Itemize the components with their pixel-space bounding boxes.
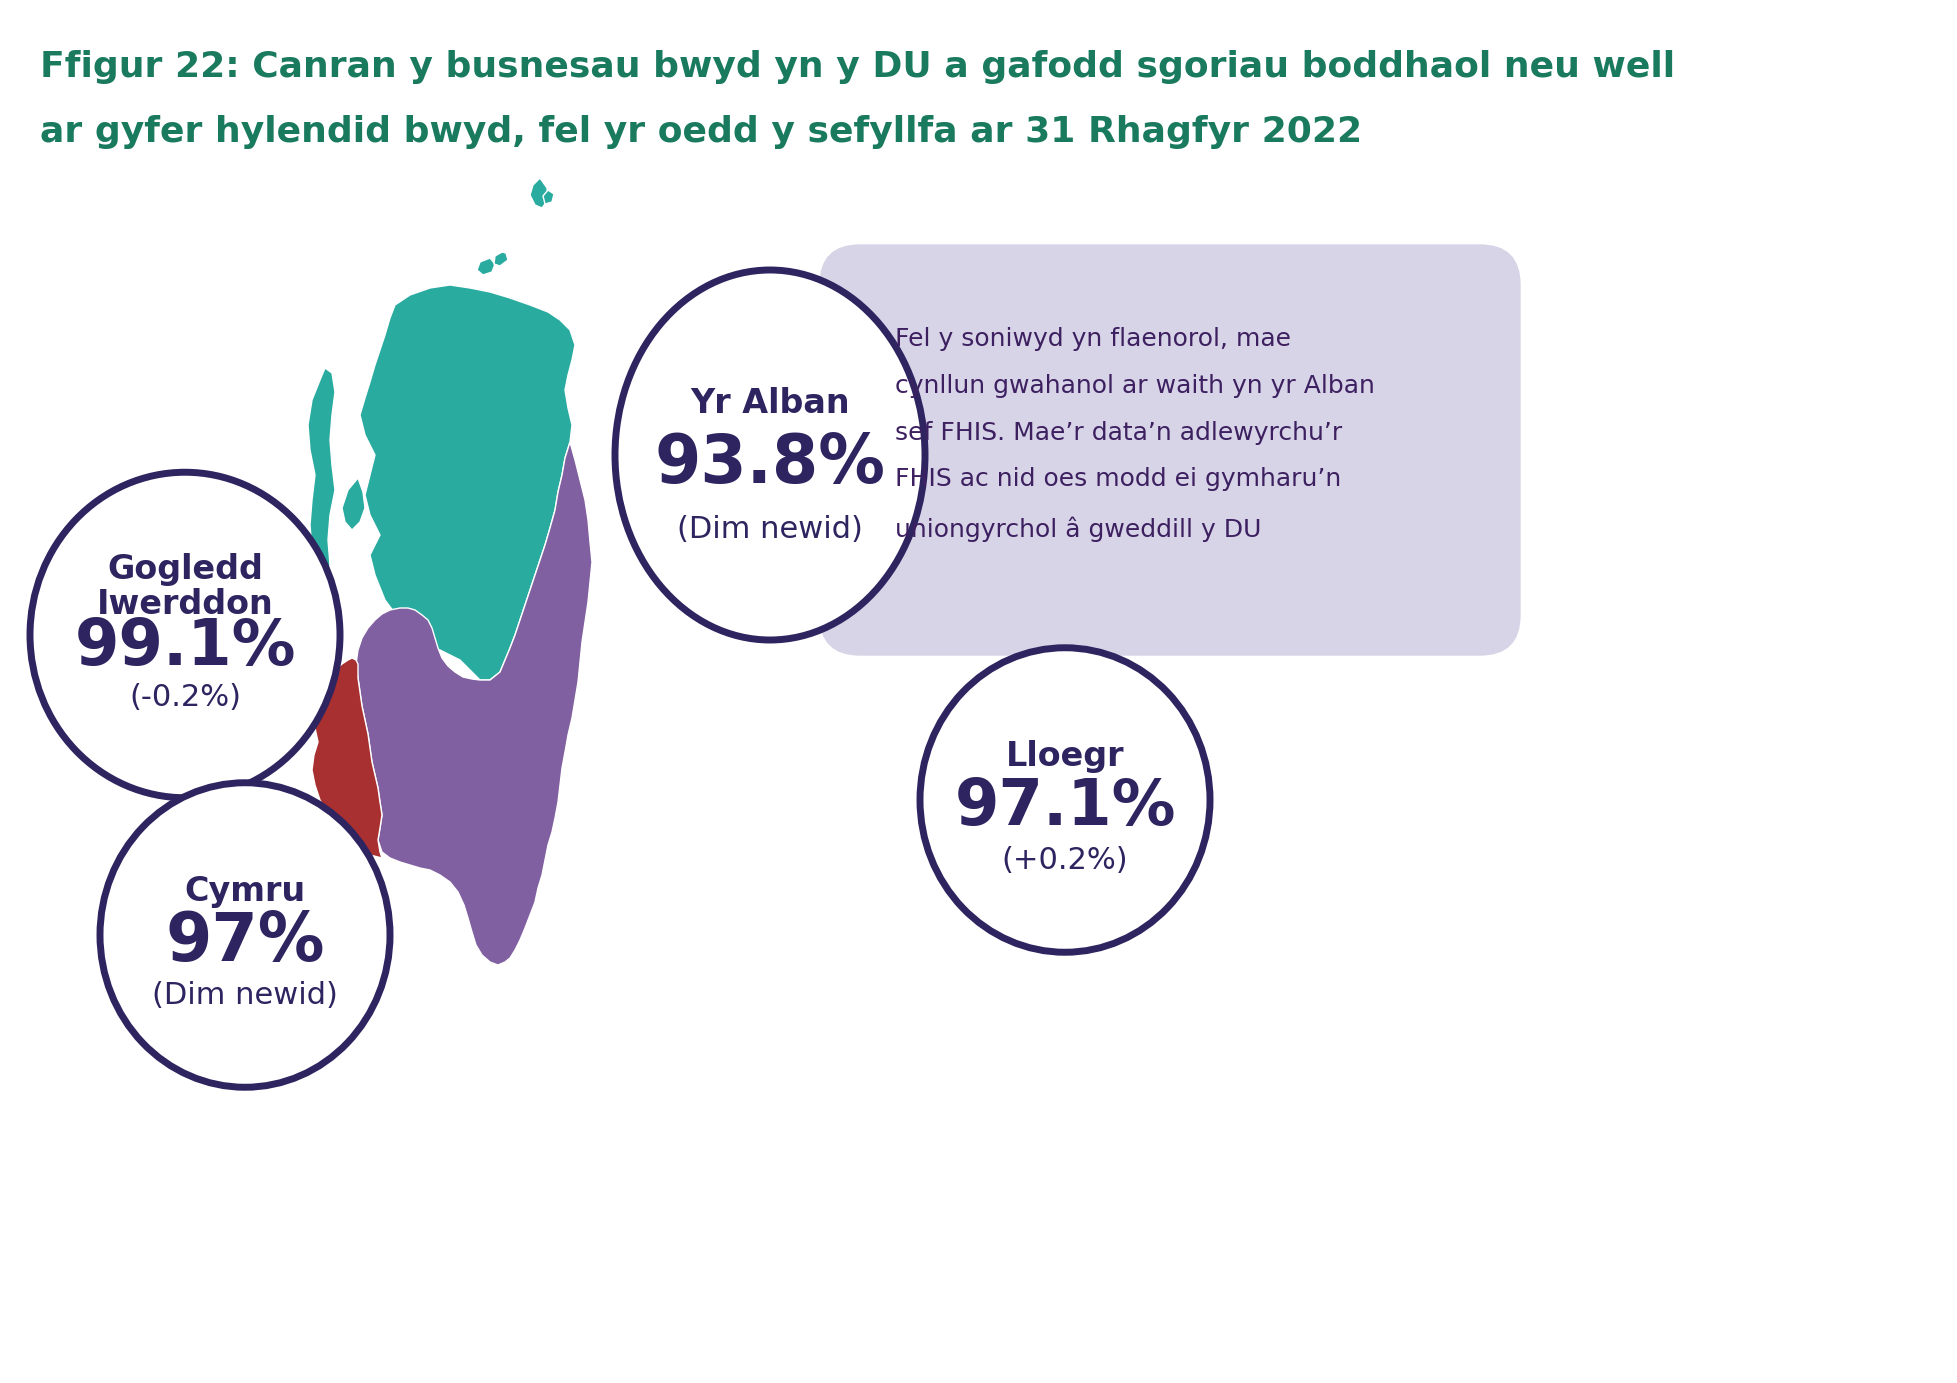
Polygon shape (342, 479, 366, 530)
Text: ar gyfer hylendid bwyd, fel yr oedd y sefyllfa ar 31 Rhagfyr 2022: ar gyfer hylendid bwyd, fel yr oedd y se… (39, 115, 1362, 149)
Polygon shape (405, 644, 429, 715)
Ellipse shape (614, 270, 926, 640)
Polygon shape (542, 189, 554, 205)
Polygon shape (360, 285, 575, 680)
Text: 97.1%: 97.1% (955, 776, 1176, 838)
Text: Ffigur 22: Canran y busnesau bwyd yn y DU a gafodd sgoriau boddhaol neu well: Ffigur 22: Canran y busnesau bwyd yn y D… (39, 50, 1675, 84)
Polygon shape (493, 252, 509, 266)
Text: Lloegr: Lloegr (1006, 740, 1123, 773)
Text: Cymru: Cymru (184, 875, 305, 909)
Polygon shape (478, 259, 495, 275)
Polygon shape (307, 368, 335, 579)
Text: 99.1%: 99.1% (74, 617, 296, 679)
Text: (Dim newid): (Dim newid) (677, 514, 863, 544)
FancyBboxPatch shape (820, 245, 1521, 656)
Polygon shape (311, 658, 382, 857)
Text: 97%: 97% (164, 909, 325, 975)
Text: Gogledd: Gogledd (108, 553, 262, 586)
Ellipse shape (29, 472, 341, 798)
Ellipse shape (920, 647, 1209, 953)
Polygon shape (530, 178, 548, 207)
Polygon shape (235, 588, 311, 660)
Text: Iwerddon: Iwerddon (96, 588, 274, 621)
Text: (Dim newid): (Dim newid) (153, 982, 339, 1011)
Polygon shape (309, 626, 323, 642)
Text: Fel y soniwyd yn flaenorol, mae
cynllun gwahanol ar waith yn yr Alban
sef FHIS. : Fel y soniwyd yn flaenorol, mae cynllun … (894, 326, 1376, 542)
Text: (+0.2%): (+0.2%) (1002, 846, 1129, 875)
Text: (-0.2%): (-0.2%) (129, 682, 241, 711)
Text: Yr Alban: Yr Alban (691, 387, 849, 419)
Ellipse shape (100, 783, 389, 1087)
Polygon shape (356, 443, 593, 965)
Text: 93.8%: 93.8% (654, 431, 885, 498)
